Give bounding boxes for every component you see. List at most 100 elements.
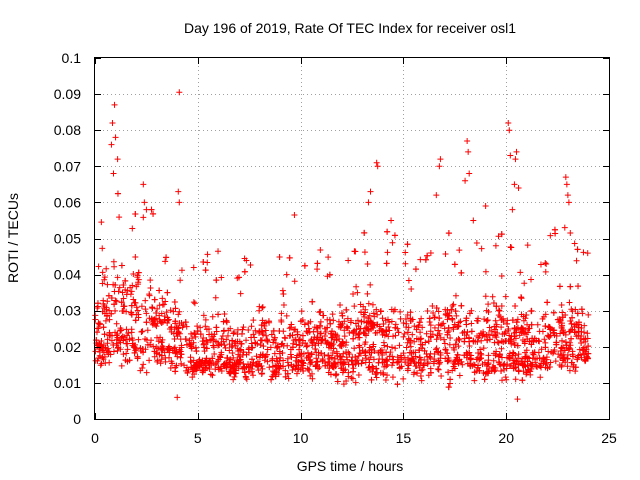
- data-point: [509, 317, 516, 324]
- data-point: [120, 295, 127, 302]
- y-tick-label: 0.08: [54, 122, 81, 138]
- data-point: [528, 321, 535, 328]
- data-point: [119, 308, 126, 315]
- data-point: [407, 343, 414, 350]
- data-point: [495, 339, 502, 346]
- data-point: [427, 354, 434, 361]
- data-point: [519, 325, 526, 332]
- data-point: [256, 303, 263, 310]
- data-point: [463, 321, 470, 328]
- data-point: [337, 302, 344, 309]
- data-point: [495, 233, 502, 240]
- data-point: [435, 366, 442, 373]
- data-point: [546, 363, 553, 370]
- data-point: [143, 369, 150, 376]
- data-point: [235, 274, 242, 281]
- data-point: [358, 318, 365, 325]
- data-point: [277, 354, 284, 361]
- data-point: [250, 372, 257, 379]
- data-point: [473, 239, 480, 246]
- data-point: [322, 329, 329, 336]
- data-point: [151, 348, 158, 355]
- data-point: [571, 240, 578, 247]
- data-point: [434, 365, 441, 372]
- data-point: [431, 314, 438, 321]
- x-tick-label: 10: [293, 430, 309, 446]
- data-point: [296, 342, 303, 349]
- data-point: [488, 328, 495, 335]
- data-point: [333, 348, 340, 355]
- data-point: [143, 319, 150, 326]
- data-point: [178, 344, 185, 351]
- data-point: [379, 315, 386, 322]
- data-point: [522, 363, 529, 370]
- data-point: [513, 148, 520, 155]
- data-point: [437, 156, 444, 163]
- data-point: [391, 232, 398, 239]
- data-point: [502, 338, 509, 345]
- data-point: [441, 336, 448, 343]
- data-point: [286, 254, 293, 261]
- data-point: [534, 321, 541, 328]
- data-point: [529, 335, 536, 342]
- data-point: [517, 269, 524, 276]
- data-point: [337, 354, 344, 361]
- data-point: [221, 342, 228, 349]
- data-point: [467, 363, 474, 370]
- y-tick-label: 0.04: [54, 267, 81, 283]
- data-point: [382, 377, 389, 384]
- data-point: [92, 312, 99, 319]
- data-point: [427, 250, 434, 257]
- data-point: [520, 313, 527, 320]
- y-tick-label: 0.1: [62, 50, 82, 66]
- data-point: [105, 345, 112, 352]
- data-point: [414, 370, 421, 377]
- data-point: [483, 369, 490, 376]
- axis-ticks: [95, 58, 610, 420]
- data-point: [572, 306, 579, 313]
- data-point: [337, 359, 344, 366]
- data-point: [351, 345, 358, 352]
- data-point: [253, 353, 260, 360]
- data-point: [213, 277, 220, 284]
- data-point: [140, 361, 147, 368]
- data-point: [476, 367, 483, 374]
- data-point: [411, 338, 418, 345]
- data-point: [133, 283, 140, 290]
- data-point: [238, 340, 245, 347]
- data-point: [129, 282, 136, 289]
- data-point: [559, 314, 566, 321]
- data-point: [351, 303, 358, 310]
- data-point: [403, 344, 410, 351]
- data-point: [114, 347, 121, 354]
- data-point: [128, 288, 135, 295]
- data-point: [564, 363, 571, 370]
- y-tick-label: 0.01: [54, 375, 81, 391]
- data-point: [370, 310, 377, 317]
- data-point: [562, 174, 569, 181]
- data-point: [492, 326, 499, 333]
- data-point: [273, 345, 280, 352]
- data-point: [452, 292, 459, 299]
- data-point: [419, 366, 426, 373]
- data-point: [231, 329, 238, 336]
- data-point: [468, 328, 475, 335]
- data-point: [500, 315, 507, 322]
- data-point: [134, 272, 141, 279]
- data-point: [264, 346, 271, 353]
- data-point: [563, 342, 570, 349]
- data-point: [215, 366, 222, 373]
- data-point: [509, 206, 516, 213]
- data-point: [114, 156, 121, 163]
- data-point: [209, 313, 216, 320]
- data-point: [158, 352, 165, 359]
- data-point: [228, 344, 235, 351]
- data-point: [283, 271, 290, 278]
- data-point: [422, 256, 429, 263]
- x-tick-label: 5: [194, 430, 202, 446]
- data-point: [328, 334, 335, 341]
- data-point: [455, 335, 462, 342]
- data-point: [340, 358, 347, 365]
- data-point: [427, 369, 434, 376]
- data-point: [213, 324, 220, 331]
